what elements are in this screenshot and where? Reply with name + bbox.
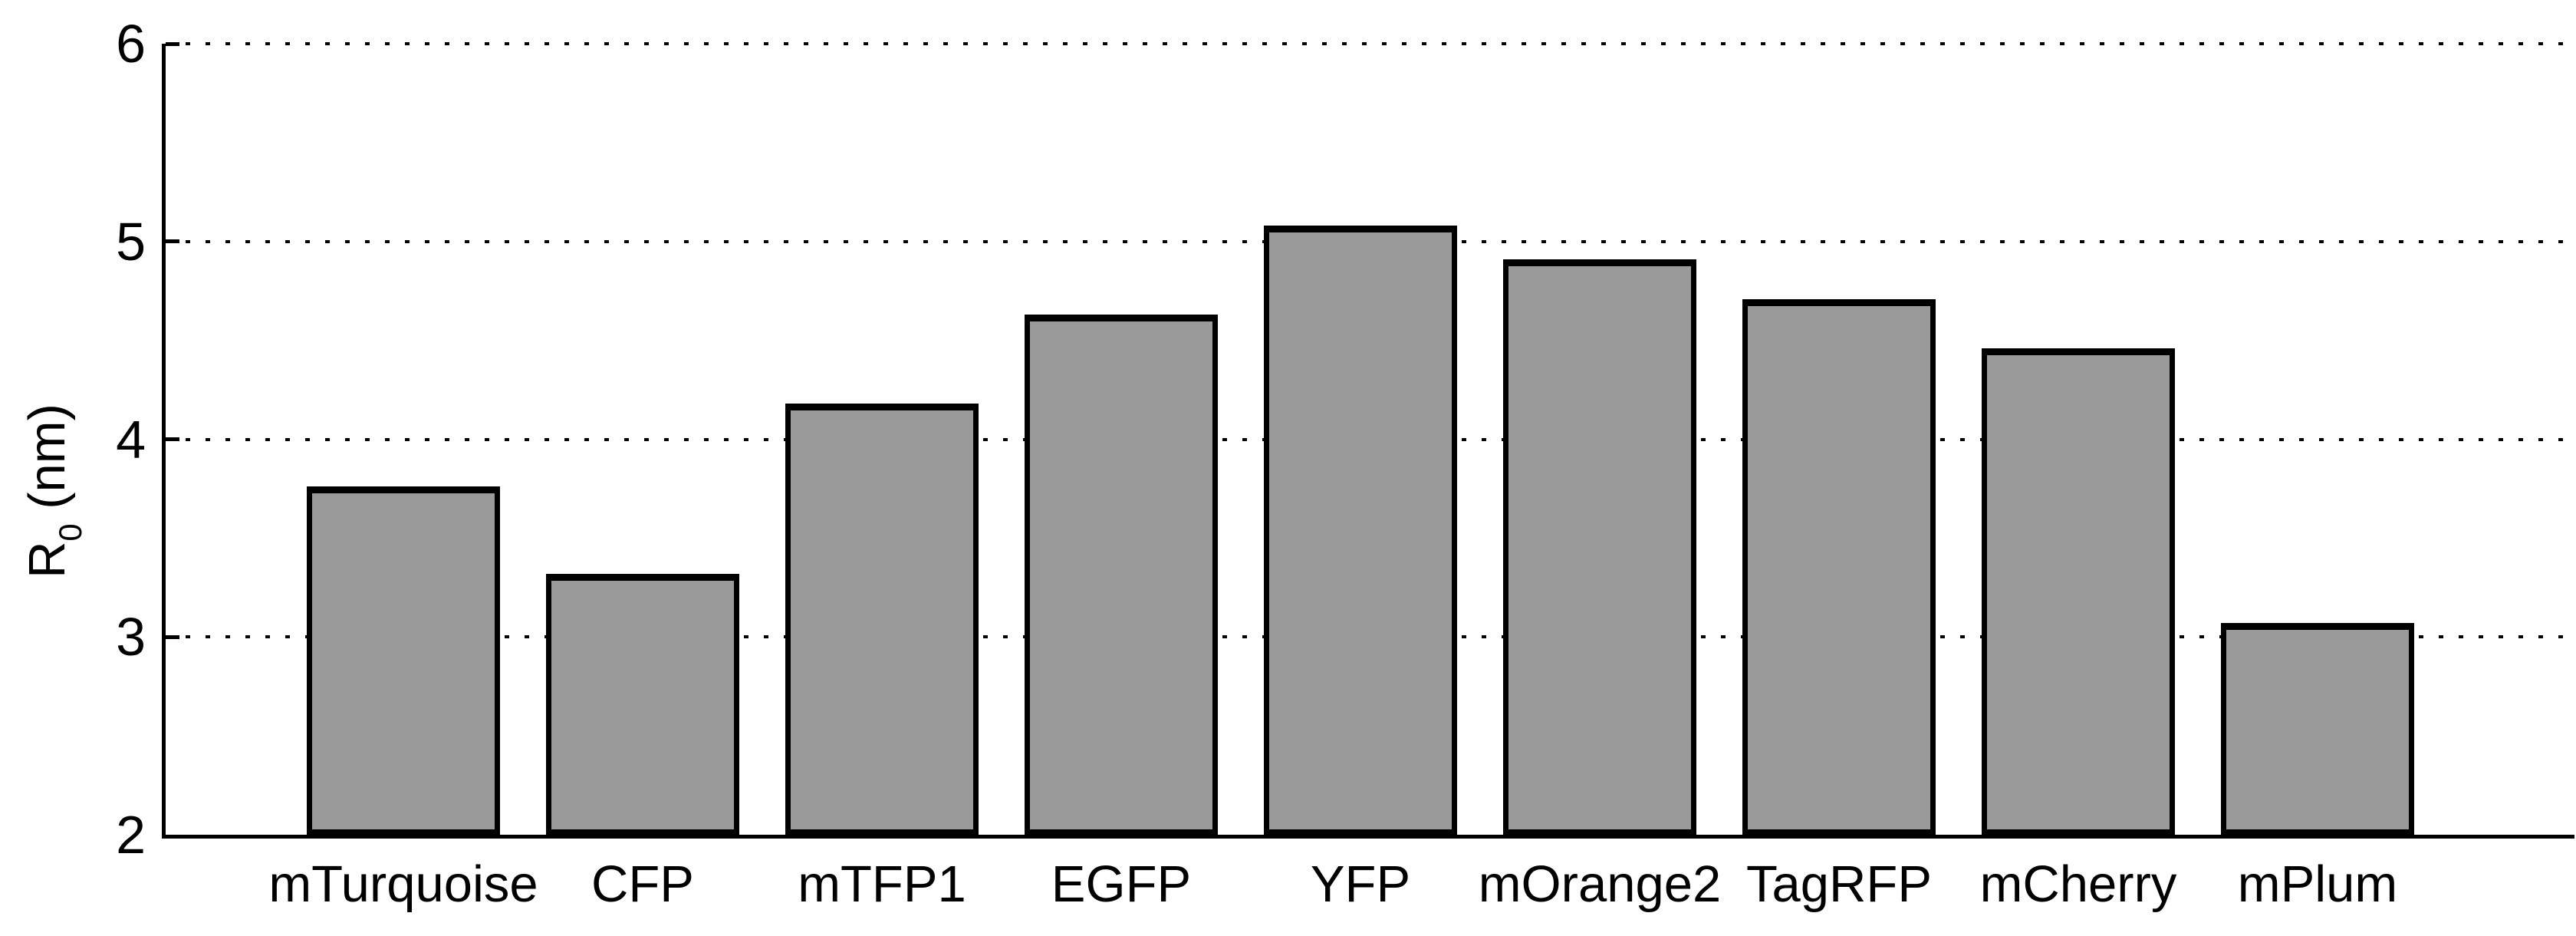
x-tick-label-EGFP: EGFP [1051,855,1192,913]
plot-area [162,41,2574,839]
bar-mTFP1 [785,404,979,835]
x-tick-label-CFP: CFP [591,855,694,913]
y-tick-label-6: 6 [116,14,146,74]
x-tick-label-mCherry: mCherry [1979,855,2177,913]
bar-mOrange2 [1503,259,1696,835]
x-tick-label-mPlum: mPlum [2237,855,2398,913]
y-tickmark-3 [166,634,179,639]
y-tickmark-6 [166,41,179,46]
bar-mCherry [1982,348,2175,835]
y-tick-label-4: 4 [116,409,146,470]
y-tick-label-2: 2 [116,805,146,865]
x-tick-label-TagRFP: TagRFP [1745,855,1933,913]
y-tick-label-5: 5 [116,211,146,272]
y-tick-label-3: 3 [116,607,146,667]
x-tick-label-mTFP1: mTFP1 [798,855,966,913]
y-axis-title-subscript: 0 [51,523,88,542]
x-tick-label-mOrange2: mOrange2 [1478,855,1722,913]
bar-EGFP [1025,315,1218,835]
y-tickmark-5 [166,239,179,244]
bar-CFP [546,573,739,835]
x-tick-label-YFP: YFP [1310,855,1411,913]
y-tickmark-4 [166,437,179,441]
y-axis-title-base: R [18,541,76,578]
bar-YFP [1264,226,1457,835]
bar-mTurquoise [307,486,500,835]
x-tick-label-mTurquoise: mTurquoise [268,855,538,913]
gridline-y-6 [166,42,2574,45]
bar-mPlum [2221,623,2414,835]
bar-TagRFP [1742,298,1936,835]
